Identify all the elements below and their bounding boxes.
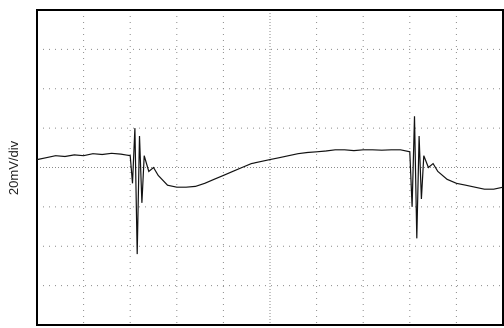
waveform-trace (36, 116, 504, 255)
center-axes (37, 10, 503, 325)
y-axis-label: 20mV/div (6, 140, 21, 195)
plot-frame (36, 9, 504, 326)
